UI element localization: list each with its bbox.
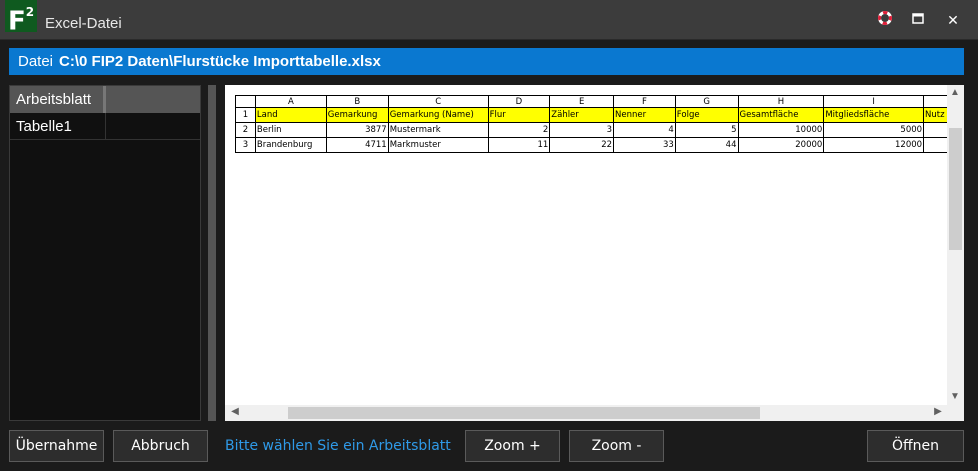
splitter-handle[interactable]: [208, 85, 216, 421]
table-row: 2 Berlin 3877 Mustermark 2 3 4 5 10000 5000: [235, 122, 964, 138]
scroll-left-icon[interactable]: ◀: [231, 406, 239, 417]
table-cell: Land: [254, 107, 327, 123]
table-cell: Berlin: [254, 122, 327, 138]
vertical-scroll-thumb[interactable]: [949, 128, 962, 250]
table-cell: Gesamtfläche: [737, 107, 825, 123]
table-cell: 20000: [737, 137, 825, 153]
worksheet-item-tabelle1[interactable]: Tabelle1: [10, 113, 200, 140]
table-cell: 3: [549, 122, 615, 138]
table-cell: 5000: [823, 122, 925, 138]
table-cell: Mustermark: [387, 122, 489, 138]
table-cell: Folge: [674, 107, 739, 123]
horizontal-scroll-thumb[interactable]: [288, 407, 760, 419]
accept-button[interactable]: Übernahme: [9, 430, 104, 462]
column-header: B: [325, 95, 389, 108]
column-header: F: [613, 95, 676, 108]
table-cell: 4711: [325, 137, 389, 153]
table-cell: 5: [674, 122, 739, 138]
table-cell: Gemarkung (Name): [387, 107, 489, 123]
row-number: 1: [235, 107, 256, 123]
row-number: 2: [235, 122, 256, 138]
table-row: 1 Land Gemarkung Gemarkung (Name) Flur Zähler…: [235, 107, 964, 123]
table-cell: Markmuster: [387, 137, 489, 153]
table-cell: 22: [549, 137, 615, 153]
column-header-arbeitsblatt[interactable]: Arbeitsblatt: [10, 86, 106, 113]
table-cell: Gemarkung: [325, 107, 389, 123]
window-title: Excel-Datei: [45, 15, 122, 32]
worksheet-name: Tabelle1: [10, 113, 106, 139]
table-cell: Nenner: [613, 107, 676, 123]
horizontal-scrollbar[interactable]: ◀ ▶: [225, 405, 964, 421]
table-cell: 3877: [325, 122, 389, 138]
column-header: I: [823, 95, 925, 108]
column-header: D: [487, 95, 551, 108]
scroll-down-icon[interactable]: ▼: [950, 391, 960, 402]
column-header: C: [387, 95, 489, 108]
help-lifebuoy-icon[interactable]: [875, 10, 895, 30]
vertical-scrollbar[interactable]: ▲ ▼: [947, 85, 964, 405]
spreadsheet-preview: A B C D E F G H I 1 Land Gemarkung Gemarkung (Name) F…: [225, 85, 964, 421]
file-path-bar: Datei C:\0 FIP2 Daten\Flurstücke Importta…: [9, 48, 964, 75]
scroll-up-icon[interactable]: ▲: [950, 87, 960, 98]
table-cell: 12000: [823, 137, 925, 153]
file-label: Datei: [18, 53, 54, 70]
table-cell: 33: [613, 137, 676, 153]
cancel-button[interactable]: Abbruch: [113, 430, 208, 462]
scroll-right-icon[interactable]: ▶: [934, 406, 942, 417]
open-button[interactable]: Öffnen: [867, 430, 964, 462]
maximize-icon[interactable]: [908, 10, 928, 30]
table-cell: Zähler: [549, 107, 615, 123]
table-cell: Flur: [487, 107, 551, 123]
file-path: C:\0 FIP2 Daten\Flurstücke Importtabelle…: [59, 53, 381, 70]
worksheet-list-header: Arbeitsblatt: [10, 86, 200, 113]
table-cell: Mitgliedsfläche: [823, 107, 925, 123]
column-header: G: [674, 95, 739, 108]
column-header: A: [254, 95, 327, 108]
table-cell: 44: [674, 137, 739, 153]
spreadsheet-grid: A B C D E F G H I 1 Land Gemarkung Gemarkung (Name) F…: [235, 95, 964, 153]
row-number: 3: [235, 137, 256, 153]
table-cell: Brandenburg: [254, 137, 327, 153]
column-header: E: [549, 95, 615, 108]
table-row: 3 Brandenburg 4711 Markmuster 11 22 33 44 20000 1…: [235, 137, 964, 153]
table-cell: 4: [613, 122, 676, 138]
worksheet-list: Arbeitsblatt Tabelle1: [9, 85, 201, 421]
app-logo: F2: [5, 0, 37, 37]
status-message: Bitte wählen Sie ein Arbeitsblatt: [225, 438, 451, 454]
table-cell: 11: [487, 137, 551, 153]
close-icon[interactable]: ✕: [947, 12, 959, 28]
column-header: H: [737, 95, 825, 108]
table-cell: 2: [487, 122, 551, 138]
zoom-out-button[interactable]: Zoom -: [569, 430, 664, 462]
zoom-in-button[interactable]: Zoom +: [465, 430, 560, 462]
table-cell: 10000: [737, 122, 825, 138]
title-bar: F2 Excel-Datei ✕: [0, 0, 978, 40]
